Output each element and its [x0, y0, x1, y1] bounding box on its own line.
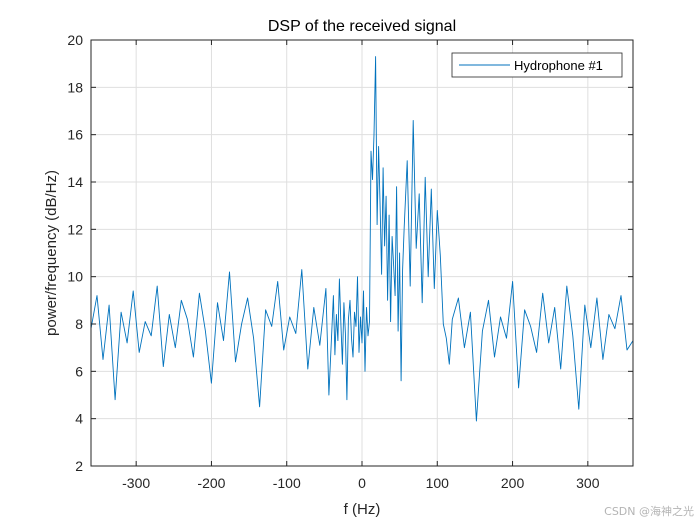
series-layer [90, 56, 634, 422]
y-tick-label: 16 [67, 127, 83, 143]
watermark: CSDN @海神之光 [604, 505, 694, 518]
x-tick-label: -200 [197, 475, 225, 491]
y-tick-label: 18 [67, 79, 83, 95]
y-tick-label: 2 [75, 458, 83, 474]
x-tick-label: -100 [273, 475, 301, 491]
tick-labels: -300 -200 -100 0 100 200 300 2 4 6 8 10 12 14 16 18 20 [67, 32, 599, 491]
series-line-hydrophone-1 [90, 56, 634, 422]
y-tick-label: 14 [67, 174, 83, 190]
y-tick-label: 10 [67, 269, 83, 285]
y-tick-label: 20 [67, 32, 83, 48]
legend-box [451, 52, 623, 78]
x-axis-label: f (Hz) [344, 501, 381, 518]
chart-title: DSP of the received signal [268, 18, 456, 35]
x-tick-label: 0 [358, 475, 366, 491]
y-tick-label: 6 [75, 363, 83, 379]
y-tick-label: 12 [67, 221, 83, 237]
x-tick-label: 300 [576, 475, 600, 491]
legend-label: Hydrophone #1 [514, 58, 603, 73]
y-tick-label: 8 [75, 316, 83, 332]
y-axis-label: power/frequency (dB/Hz) [43, 170, 60, 336]
y-tick-label: 4 [75, 411, 83, 427]
x-tick-label: 100 [426, 475, 450, 491]
axis-ticks [91, 39, 633, 467]
legend[interactable]: Hydrophone #1 [451, 52, 623, 78]
x-tick-label: 200 [501, 475, 525, 491]
x-tick-label: -300 [122, 475, 150, 491]
